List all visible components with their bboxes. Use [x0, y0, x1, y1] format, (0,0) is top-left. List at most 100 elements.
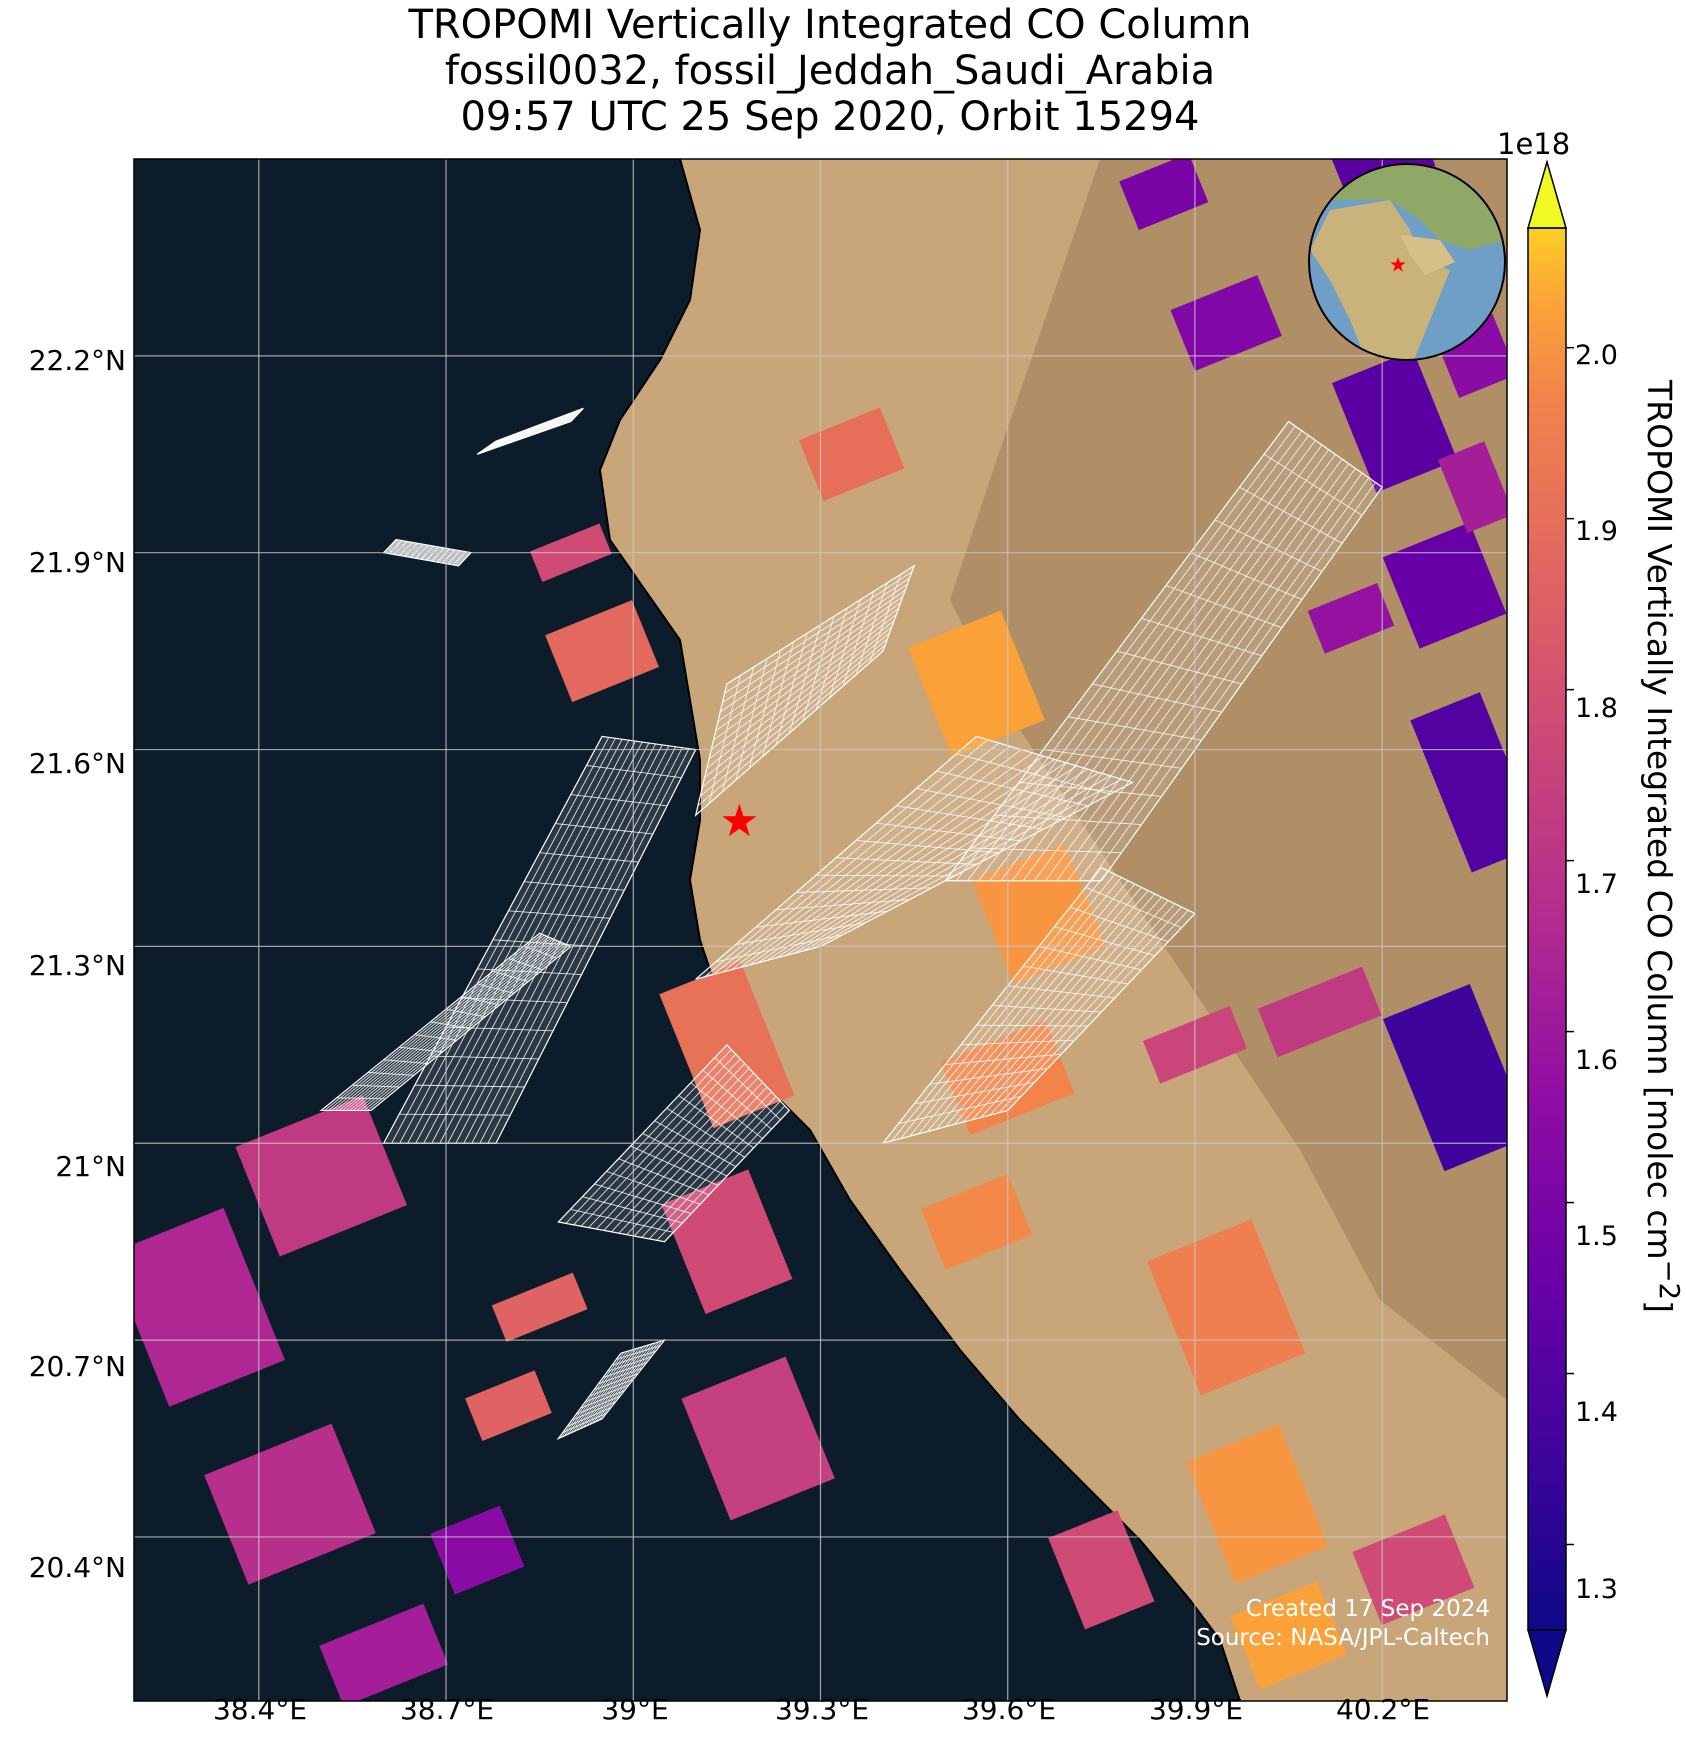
co-pixel [920, 1174, 1033, 1270]
model-grid-line [626, 1086, 768, 1235]
model-grid-line [455, 744, 663, 1144]
globe-africa [1310, 200, 1450, 360]
model-grid-line [1239, 486, 1343, 544]
model-grid-line [1007, 985, 1115, 999]
model-grid-line [713, 602, 902, 741]
model-grid-line [896, 805, 1044, 830]
model-grid-line [1214, 519, 1323, 572]
title-line-1: TROPOMI Vertically Integrated CO Column [408, 2, 1252, 48]
lon-tick-label: 39.3°E [774, 1693, 870, 1726]
co-pixel [661, 1169, 793, 1314]
model-grid-line [430, 1021, 472, 1029]
model-grid-line [461, 996, 500, 1006]
model-grid-line [524, 881, 625, 891]
model-grid-line [876, 822, 1022, 842]
inset-globe [1308, 163, 1506, 361]
model-grid-line [595, 1341, 659, 1422]
model-grid-line [452, 551, 466, 566]
model-grid-line [980, 903, 1176, 1118]
model-grid-line [586, 1344, 650, 1427]
globe-europe-asia [1320, 164, 1505, 250]
colorbar-tick-label: 1.8 [1575, 693, 1618, 724]
co-pixel [681, 1356, 835, 1521]
model-grid-line [392, 542, 468, 557]
model-grid-line [1045, 463, 1350, 882]
model-grid-line [618, 1082, 763, 1234]
colorbar-tick-label: 1.3 [1575, 1574, 1618, 1605]
model-grid-line [711, 608, 899, 750]
model-grid-line [494, 408, 583, 443]
model-grid-line [855, 582, 888, 675]
model-grid-outline [695, 735, 1135, 980]
site-star-marker [722, 803, 757, 837]
model-grid-line [356, 942, 563, 1111]
model-grid-line [1069, 906, 1169, 943]
lon-tick-label: 38.4°E [212, 1693, 308, 1726]
co-pixel [465, 1370, 552, 1442]
model-grid-line [367, 945, 569, 1111]
model-grid-line [936, 770, 1089, 807]
model-grid-line [719, 583, 908, 713]
model-grid-line [395, 540, 471, 555]
model-grid-line [989, 906, 1182, 1116]
model-grid-line [784, 768, 1089, 957]
model-grid-line [793, 772, 1100, 954]
co-pixel [1332, 350, 1458, 493]
model-grid-line [1023, 965, 1129, 985]
model-grid-line [1141, 617, 1262, 657]
model-grid-line [1263, 453, 1363, 516]
co-pixel [798, 407, 905, 502]
model-grid-line [666, 1107, 745, 1158]
co-pixel [204, 1423, 376, 1585]
model-grid-line [724, 571, 913, 694]
model-grid-overlays [319, 407, 1384, 1441]
model-grid-line [702, 1069, 772, 1130]
co-pixel [908, 610, 1045, 758]
model-grid-line [363, 944, 567, 1111]
model-grid-line [1056, 468, 1356, 882]
colorbar-tick-label: 1.5 [1575, 1221, 1618, 1252]
source-credit: Source: NASA/JPL-Caltech [1196, 1625, 1490, 1651]
model-grid-line [479, 747, 683, 1144]
model-grid-line [962, 896, 1162, 1123]
lat-tick-label: 21.6°N [28, 747, 126, 780]
colorbar-tick-label: 1.7 [1575, 869, 1618, 900]
model-grid-line [1190, 552, 1303, 600]
lat-tick-label: 21.3°N [28, 949, 126, 982]
model-grid-line [916, 788, 1066, 818]
globe-arabia [1400, 235, 1455, 275]
model-grid-line [775, 765, 1078, 959]
model-grid-line [836, 857, 977, 865]
model-grid-line [349, 940, 558, 1111]
model-grid-line [1038, 945, 1142, 971]
model-grid-line [616, 1345, 661, 1360]
co-pixel [1352, 1514, 1475, 1625]
model-grid-line [353, 941, 561, 1111]
lat-tick-label: 22.2°N [28, 344, 126, 377]
model-grid-line [971, 900, 1169, 1121]
model-grid-line [586, 765, 682, 779]
co-pixel [1382, 984, 1507, 1172]
colorbar-tick-label: 1.4 [1575, 1397, 1618, 1428]
model-grid-line [589, 1343, 653, 1425]
co-pixel [319, 1603, 449, 1701]
model-grid-line [678, 1095, 754, 1149]
model-grid-line [856, 840, 999, 854]
model-grid-line [539, 852, 639, 863]
lat-tick-label: 20.7°N [28, 1350, 126, 1383]
model-grid-line [802, 616, 835, 722]
co-pixel [1382, 522, 1507, 649]
model-grid-line [656, 1105, 786, 1241]
model-grid-line [471, 746, 677, 1144]
model-grid-line [447, 743, 656, 1144]
model-grid-line [811, 778, 1122, 950]
model-grid-line [391, 543, 467, 558]
lat-tick-label: 21.9°N [28, 546, 126, 579]
model-grid-line [953, 893, 1156, 1125]
graticule [134, 159, 1507, 1701]
model-grid-line [642, 1133, 728, 1177]
model-grid-line [508, 958, 543, 971]
model-grid-line [445, 1008, 486, 1018]
model-grid-line [802, 775, 1111, 952]
